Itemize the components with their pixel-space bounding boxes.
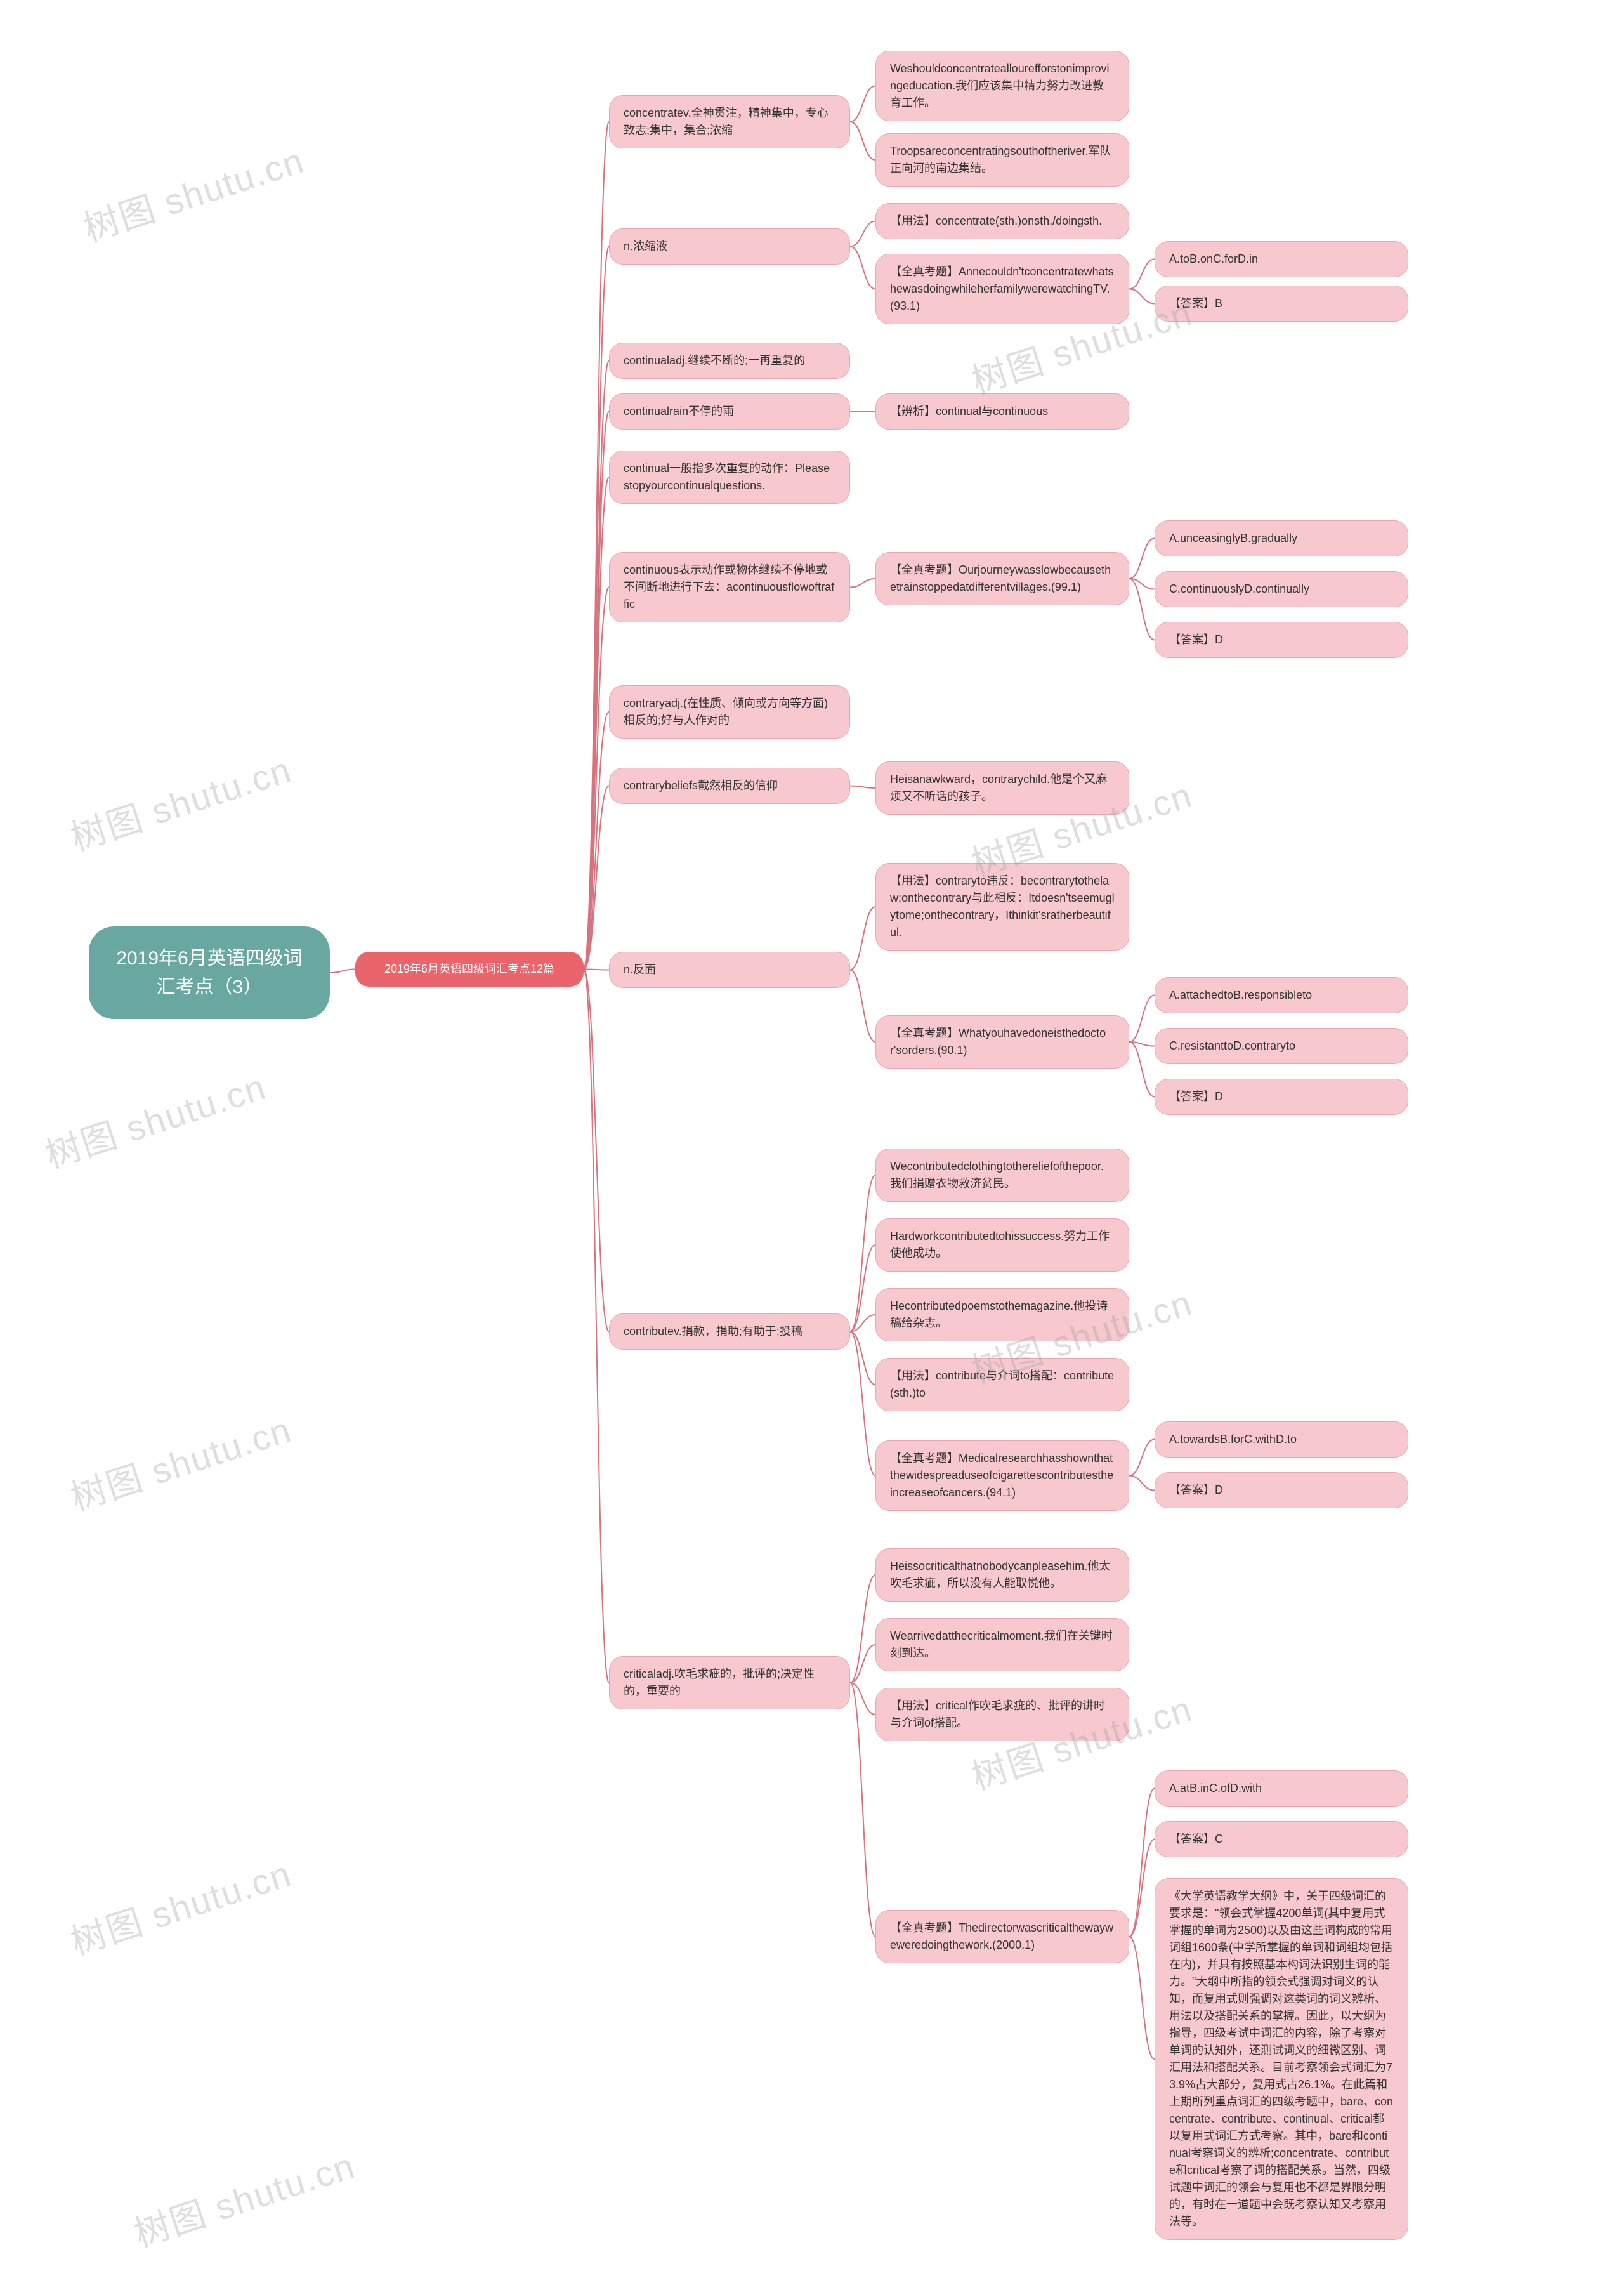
mindmap-node: Wecontributedclothingtothereliefofthepoo… — [875, 1149, 1129, 1202]
mindmap-node: A.towardsB.forC.withD.to — [1155, 1421, 1408, 1458]
watermark: 树图 shutu.cn — [63, 741, 298, 861]
mindmap-node: 【辨析】continual与continuous — [875, 393, 1129, 430]
mindmap-node: 【全真考题】Whatyouhavedoneisthedoctor'sorders… — [875, 1015, 1129, 1069]
watermark: 树图 shutu.cn — [38, 1058, 272, 1178]
mindmap-node: 【用法】contraryto违反：becontrarytothelaw;onth… — [875, 863, 1129, 951]
mindmap-node: Heisanawkward，contrarychild.他是个又麻烦又不听话的孩… — [875, 761, 1129, 815]
mindmap-node: C.continuouslyD.continually — [1155, 571, 1408, 607]
mindmap-node: 【答案】B — [1155, 286, 1408, 322]
watermark: 树图 shutu.cn — [76, 132, 310, 252]
mindmap-node: n.浓缩液 — [609, 228, 850, 265]
mindmap-node: Hardworkcontributedtohissuccess.努力工作使他成功… — [875, 1218, 1129, 1272]
mindmap-node: C.resistanttoD.contraryto — [1155, 1028, 1408, 1064]
mindmap-node: concentratev.全神贯注，精神集中，专心致志;集中，集合;浓缩 — [609, 95, 850, 148]
mindmap-node: criticaladj.吹毛求疵的，批评的;决定性的，重要的 — [609, 1656, 850, 1709]
mindmap-node: contraryadj.(在性质、倾向或方向等方面)相反的;好与人作对的 — [609, 685, 850, 739]
mindmap-node: n.反面 — [609, 952, 850, 988]
mindmap-node: continuous表示动作或物体继续不停地或不间断地进行下去：acontinu… — [609, 552, 850, 622]
mindmap-node: A.atB.inC.ofD.with — [1155, 1770, 1408, 1807]
mindmap-node: 【答案】C — [1155, 1821, 1408, 1857]
mindmap-node: 【用法】concentrate(sth.)onsth./doingsth. — [875, 203, 1129, 239]
mindmap-node: contributev.捐款，捐助;有助于;投稿 — [609, 1313, 850, 1350]
mindmap-canvas: 2019年6月英语四级词汇考点（3） 2019年6月英语四级词汇考点12篇 conc… — [0, 0, 1624, 2271]
mindmap-node: 【全真考题】Thedirectorwascriticalthewaywewere… — [875, 1910, 1129, 1963]
mindmap-node: Troopsareconcentratingsouthoftheriver.军队… — [875, 133, 1129, 187]
watermark: 树图 shutu.cn — [63, 1401, 298, 1521]
mindmap-node: A.toB.onC.forD.in — [1155, 241, 1408, 277]
mindmap-node: 【用法】critical作吹毛求疵的、批评的讲时与介词of搭配。 — [875, 1688, 1129, 1741]
mindmap-node: 【答案】D — [1155, 1472, 1408, 1508]
mindmap-node: Hecontributedpoemstothemagazine.他投诗稿给杂志。 — [875, 1288, 1129, 1341]
mindmap-node: 【全真考题】Medicalresearchhasshownthatthewide… — [875, 1440, 1129, 1511]
mindmap-node: A.unceasinglyB.gradually — [1155, 520, 1408, 556]
mindmap-node: A.attachedtoB.responsibleto — [1155, 977, 1408, 1013]
mindmap-node: 【用法】contribute与介词to搭配：contribute(sth.)to — [875, 1358, 1129, 1411]
mindmap-node: 【答案】D — [1155, 622, 1408, 658]
mindmap-node: continualrain不停的雨 — [609, 393, 850, 430]
watermark: 树图 shutu.cn — [63, 1845, 298, 1965]
mindmap-node: 2019年6月英语四级词汇考点12篇 — [355, 952, 584, 987]
mindmap-node: Heissocriticalthatnobodycanpleasehim.他太吹… — [875, 1548, 1129, 1602]
mindmap-node: 【全真考题】Annecouldn'tconcentratewhatshewasd… — [875, 254, 1129, 324]
mindmap-node: continualadj.继续不断的;一再重复的 — [609, 343, 850, 379]
mindmap-node: contrarybeliefs截然相反的信仰 — [609, 768, 850, 804]
watermark: 树图 shutu.cn — [127, 2137, 361, 2257]
mindmap-node: Wearrivedatthecriticalmoment.我们在关键时刻到达。 — [875, 1618, 1129, 1671]
mindmap-node: 【全真考题】Ourjourneywasslowbecausethetrainst… — [875, 552, 1129, 605]
mindmap-node: 【答案】D — [1155, 1079, 1408, 1115]
mindmap-node: continual一般指多次重复的动作：Pleasestopyourcontin… — [609, 451, 850, 504]
mindmap-node: 2019年6月英语四级词汇考点（3） — [89, 926, 330, 1019]
mindmap-node: 《大学英语教学大纲》中，关于四级词汇的要求是："领会式掌握4200单词(其中复用… — [1155, 1878, 1408, 2240]
mindmap-node: Weshouldconcentrateallourefforstonimprov… — [875, 51, 1129, 121]
